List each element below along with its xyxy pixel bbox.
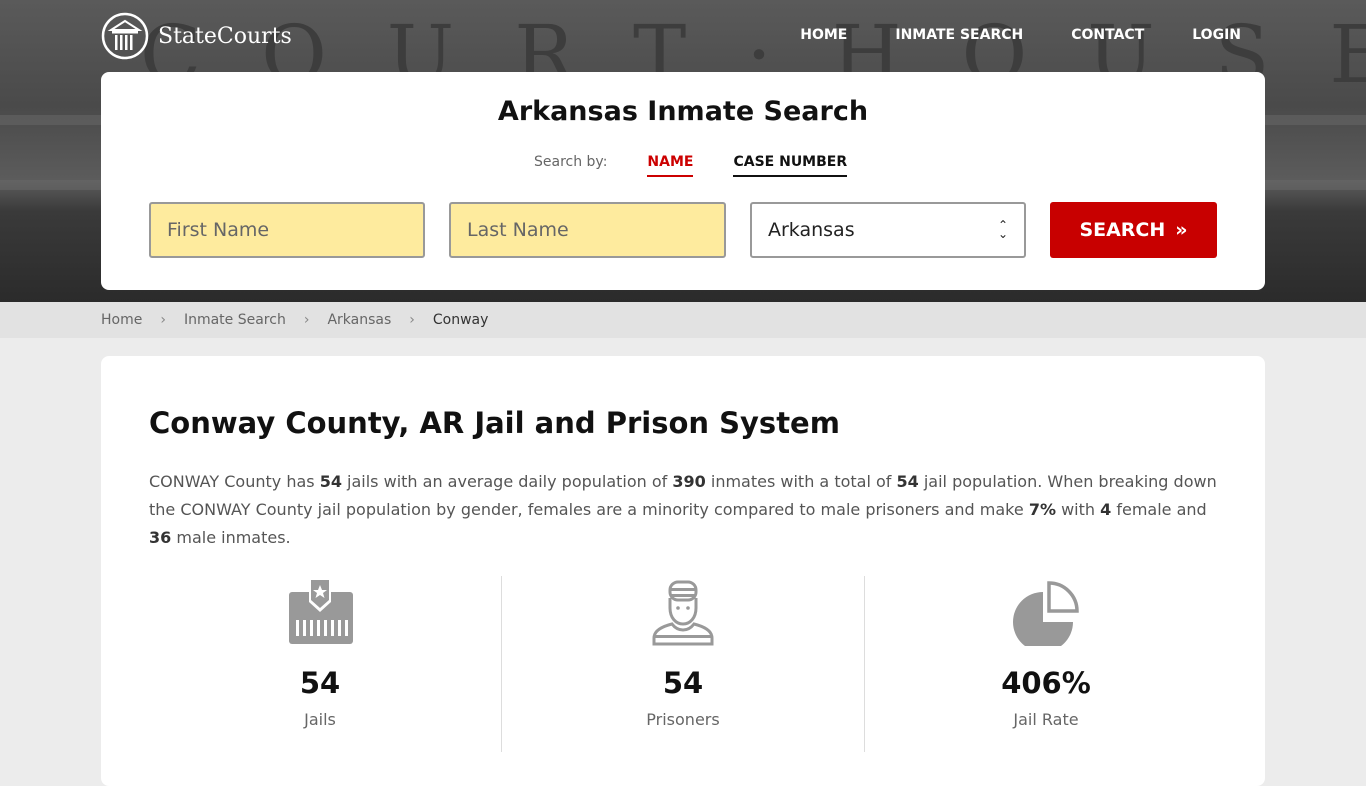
- nav-contact[interactable]: CONTACT: [1071, 27, 1145, 43]
- search-card: Arkansas Inmate Search Search by: NAME C…: [101, 72, 1265, 290]
- search-button-label: SEARCH: [1079, 219, 1166, 241]
- nav-inmate-search[interactable]: INMATE SEARCH: [895, 27, 1024, 43]
- breadcrumb-arkansas[interactable]: Arkansas: [327, 312, 392, 328]
- last-name-input[interactable]: Last Name: [449, 202, 726, 258]
- stat-jails: 54 Jails: [139, 576, 501, 752]
- page-title: Conway County, AR Jail and Prison System: [149, 406, 840, 440]
- stat-label: Jail Rate: [1013, 710, 1079, 729]
- search-by-label: Search by:: [534, 154, 608, 170]
- divider: [864, 576, 865, 752]
- brand-name: StateCourts: [158, 23, 292, 49]
- main-card: Conway County, AR Jail and Prison System…: [101, 356, 1265, 786]
- stat-value: 54: [662, 666, 704, 700]
- double-chevron-right-icon: »: [1175, 219, 1188, 241]
- search-title: Arkansas Inmate Search: [497, 96, 869, 127]
- chevron-right-icon: ›: [160, 312, 166, 328]
- stat-label: Prisoners: [646, 710, 720, 729]
- logo[interactable]: StateCourts: [101, 12, 292, 60]
- breadcrumb: Home › Inmate Search › Arkansas › Conway: [0, 302, 1366, 338]
- chevron-right-icon: ›: [409, 312, 415, 328]
- stat-value: 54: [299, 666, 341, 700]
- state-select[interactable]: Arkansas ⌃ ⌄: [750, 202, 1026, 258]
- breadcrumb-home[interactable]: Home: [101, 312, 143, 328]
- first-name-input[interactable]: First Name: [149, 202, 425, 258]
- breadcrumb-inmate-search[interactable]: Inmate Search: [183, 312, 286, 328]
- chevron-right-icon: ›: [303, 312, 310, 328]
- divider: [501, 576, 502, 752]
- tab-case-number[interactable]: CASE NUMBER: [733, 154, 848, 177]
- breadcrumb-current: Conway: [432, 312, 489, 328]
- tab-name[interactable]: NAME: [647, 154, 694, 177]
- jail-icon: [289, 580, 353, 644]
- nav-home[interactable]: HOME: [800, 27, 848, 43]
- search-button[interactable]: SEARCH »: [1050, 202, 1217, 258]
- state-select-value: Arkansas: [768, 219, 855, 241]
- courthouse-logo-icon: [101, 12, 149, 60]
- updown-icon: ⌃ ⌄: [997, 218, 1008, 241]
- top-nav: HOME INMATE SEARCH CONTACT LOGIN: [800, 27, 1241, 43]
- summary-paragraph: CONWAY County has 54 jails with an avera…: [149, 472, 1217, 547]
- stat-jail-rate: 406% Jail Rate: [865, 576, 1227, 752]
- pie-chart-icon: [1013, 581, 1079, 646]
- stat-prisoners: 54 Prisoners: [502, 576, 864, 752]
- search-by: Search by: NAME CASE NUMBER: [534, 154, 887, 177]
- stat-value: 406%: [1001, 666, 1091, 700]
- prisoner-icon: [652, 580, 714, 646]
- stat-label: Jails: [304, 710, 336, 729]
- nav-login[interactable]: LOGIN: [1192, 27, 1241, 43]
